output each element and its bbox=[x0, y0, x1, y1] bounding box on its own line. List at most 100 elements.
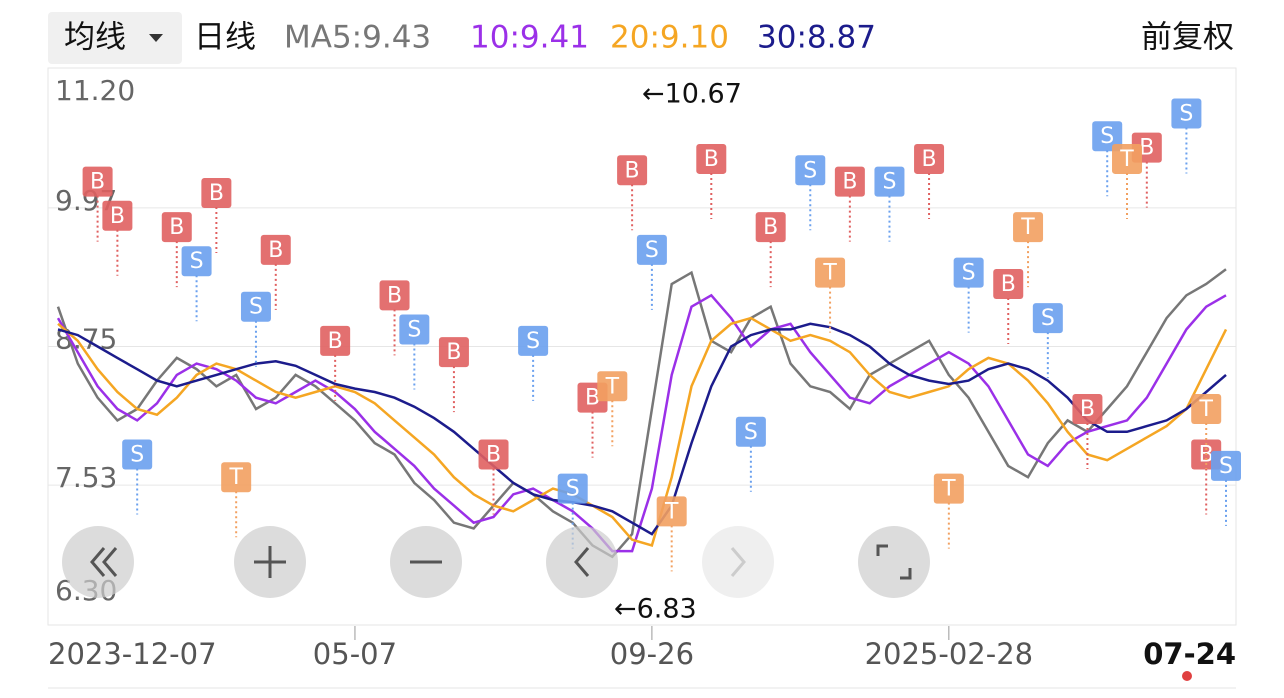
signal-label: T bbox=[1020, 215, 1035, 240]
signal-box bbox=[240, 291, 271, 322]
signal-marker: T bbox=[1191, 394, 1222, 470]
signal-label: S bbox=[1219, 454, 1233, 479]
signal-marker: B bbox=[696, 143, 727, 219]
y-tick-label: 11.20 bbox=[55, 74, 135, 107]
signal-label: B bbox=[268, 238, 283, 263]
signal-box bbox=[1032, 303, 1063, 334]
signal-box bbox=[795, 155, 826, 186]
nav-button[interactable] bbox=[62, 526, 134, 598]
legend-entry: 20:9.10 bbox=[610, 20, 729, 56]
signal-label: B bbox=[704, 147, 719, 172]
ma-line bbox=[56, 293, 1227, 553]
signal-box bbox=[320, 325, 351, 356]
signal-marker: T bbox=[597, 371, 628, 447]
nav-icon[interactable] bbox=[254, 546, 286, 578]
signal-marker: S bbox=[1171, 98, 1202, 174]
nav-button[interactable] bbox=[546, 526, 618, 598]
signal-box bbox=[1072, 394, 1103, 425]
signal-box bbox=[221, 462, 252, 493]
ma-line bbox=[57, 316, 1228, 547]
period-label[interactable]: 日线 bbox=[194, 20, 256, 56]
signal-marker: B bbox=[834, 166, 865, 242]
signal-label: B bbox=[387, 283, 402, 308]
signal-marker: B bbox=[617, 155, 648, 231]
signal-box bbox=[755, 212, 786, 243]
nav-icon[interactable] bbox=[574, 547, 590, 577]
signal-label: S bbox=[882, 170, 896, 195]
signal-label: T bbox=[1198, 397, 1213, 422]
signal-box bbox=[735, 416, 766, 447]
x-tick-label: 2023-12-07 bbox=[48, 637, 217, 671]
signal-box bbox=[161, 212, 192, 243]
nav-button[interactable] bbox=[858, 526, 930, 598]
nav-icon[interactable] bbox=[730, 547, 746, 577]
signal-label: S bbox=[566, 477, 580, 502]
ma-line bbox=[56, 268, 1227, 559]
x-tick-label: 09-26 bbox=[610, 637, 694, 671]
signal-box bbox=[1191, 394, 1222, 425]
adjust-label[interactable]: 前复权 bbox=[1141, 20, 1234, 56]
signal-marker: T bbox=[815, 257, 846, 333]
signal-marker: S bbox=[1211, 450, 1241, 526]
signal-box bbox=[914, 143, 945, 174]
nav-button[interactable] bbox=[702, 526, 774, 598]
signal-box bbox=[1211, 450, 1241, 481]
signal-label: B bbox=[169, 215, 184, 240]
signal-box bbox=[181, 246, 212, 277]
signal-label: T bbox=[822, 261, 837, 286]
signal-label: B bbox=[209, 181, 224, 206]
signal-label: S bbox=[803, 158, 817, 183]
nav-icon[interactable] bbox=[876, 544, 912, 580]
signal-label: B bbox=[625, 158, 640, 183]
signal-label: B bbox=[763, 215, 778, 240]
signal-box bbox=[815, 257, 846, 288]
signal-marker: T bbox=[933, 473, 964, 549]
signal-box bbox=[122, 439, 153, 470]
signal-label: S bbox=[1041, 306, 1055, 331]
legend-entry: MA5:9.43 bbox=[284, 20, 431, 56]
signal-marker: T bbox=[1013, 212, 1044, 288]
signal-box bbox=[834, 166, 865, 197]
signal-box bbox=[1171, 98, 1202, 129]
signal-label: B bbox=[585, 386, 600, 411]
signal-marker: B bbox=[755, 212, 786, 288]
signal-marker: S bbox=[636, 234, 667, 310]
signal-label: B bbox=[1001, 272, 1016, 297]
price-annotation: ←10.67 bbox=[642, 79, 742, 110]
indicator-label[interactable]: 均线 bbox=[64, 20, 126, 56]
signal-box bbox=[438, 337, 469, 368]
signal-marker: B bbox=[102, 200, 133, 276]
signal-label: S bbox=[744, 420, 758, 445]
signal-box bbox=[201, 178, 232, 209]
signal-marker: T bbox=[221, 462, 252, 538]
signal-box bbox=[617, 155, 648, 186]
signal-box bbox=[993, 268, 1024, 299]
signal-marker: B bbox=[1072, 394, 1103, 470]
signal-label: S bbox=[1100, 124, 1114, 149]
signal-label: S bbox=[130, 442, 144, 467]
signal-label: B bbox=[110, 204, 125, 229]
signal-label: B bbox=[486, 442, 501, 467]
signal-marker: B bbox=[260, 234, 291, 310]
signal-label: B bbox=[446, 340, 461, 365]
x-tick-label: 05-07 bbox=[313, 637, 397, 671]
signal-box bbox=[636, 234, 667, 265]
signal-marker: B bbox=[438, 337, 469, 413]
signal-marker: B bbox=[993, 268, 1024, 344]
signal-label: S bbox=[407, 317, 421, 342]
signal-label: S bbox=[645, 238, 659, 263]
current-dot bbox=[1182, 671, 1192, 681]
signal-box bbox=[518, 325, 549, 356]
signal-label: S bbox=[526, 329, 540, 354]
indicator-button[interactable] bbox=[48, 12, 182, 64]
signal-box bbox=[379, 280, 410, 311]
signal-marker: S bbox=[1032, 303, 1063, 379]
signal-box bbox=[1013, 212, 1044, 243]
signal-box bbox=[260, 234, 291, 265]
signal-label: B bbox=[1139, 136, 1154, 161]
signal-box bbox=[597, 371, 628, 402]
dropdown-arrow[interactable] bbox=[149, 34, 163, 42]
nav-icon[interactable] bbox=[90, 547, 118, 577]
signal-label: S bbox=[249, 295, 263, 320]
signal-box bbox=[102, 200, 133, 231]
